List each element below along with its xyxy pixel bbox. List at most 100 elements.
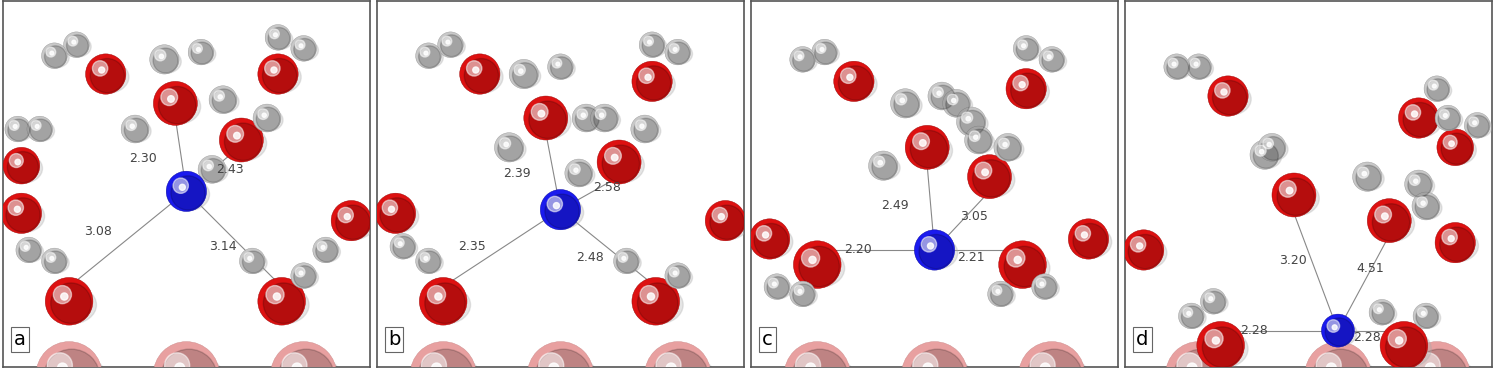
Circle shape [1372, 302, 1393, 324]
Circle shape [1044, 51, 1052, 61]
Circle shape [1326, 363, 1337, 368]
Circle shape [1069, 219, 1109, 259]
Ellipse shape [390, 238, 417, 258]
Circle shape [910, 130, 948, 168]
Circle shape [553, 203, 559, 209]
Circle shape [46, 252, 55, 262]
Circle shape [644, 74, 652, 80]
Circle shape [815, 42, 837, 64]
Ellipse shape [549, 59, 576, 79]
Circle shape [617, 252, 628, 262]
Circle shape [1020, 82, 1026, 88]
Ellipse shape [1197, 330, 1248, 368]
Circle shape [1322, 314, 1354, 347]
Circle shape [789, 281, 815, 307]
Circle shape [591, 104, 619, 132]
Circle shape [1417, 197, 1428, 208]
Circle shape [1389, 330, 1407, 348]
Circle shape [969, 131, 979, 141]
Circle shape [1449, 236, 1455, 242]
Text: 4.51: 4.51 [1356, 262, 1384, 275]
Ellipse shape [1187, 59, 1214, 79]
Ellipse shape [706, 208, 749, 240]
Ellipse shape [167, 178, 209, 210]
Circle shape [161, 349, 217, 368]
Ellipse shape [891, 94, 922, 117]
Ellipse shape [903, 353, 972, 368]
Circle shape [220, 118, 263, 162]
Circle shape [834, 61, 875, 102]
Circle shape [634, 118, 658, 142]
Circle shape [538, 353, 564, 368]
Circle shape [271, 342, 336, 368]
Ellipse shape [1209, 83, 1251, 115]
Circle shape [1030, 353, 1055, 368]
Ellipse shape [1425, 80, 1452, 101]
Circle shape [1073, 223, 1108, 258]
Ellipse shape [632, 286, 683, 324]
Circle shape [419, 46, 441, 68]
Circle shape [576, 107, 599, 131]
Circle shape [61, 293, 67, 300]
Circle shape [640, 286, 658, 304]
Circle shape [27, 116, 52, 142]
Circle shape [274, 293, 281, 300]
Circle shape [1208, 76, 1248, 116]
Circle shape [1416, 353, 1440, 368]
Ellipse shape [1033, 278, 1060, 299]
Ellipse shape [1180, 308, 1206, 328]
Circle shape [438, 32, 463, 57]
Circle shape [244, 252, 254, 262]
Circle shape [637, 66, 671, 100]
Circle shape [3, 147, 40, 184]
Circle shape [1041, 282, 1044, 286]
Circle shape [315, 240, 338, 262]
Text: 2.49: 2.49 [881, 199, 909, 212]
Circle shape [332, 201, 371, 241]
Circle shape [1166, 342, 1232, 368]
Ellipse shape [16, 242, 43, 262]
Circle shape [7, 119, 30, 141]
Circle shape [338, 207, 353, 223]
Circle shape [1410, 175, 1420, 185]
Circle shape [556, 62, 559, 66]
Circle shape [1163, 54, 1190, 79]
Circle shape [1444, 114, 1447, 117]
Circle shape [1357, 167, 1369, 178]
Ellipse shape [1008, 75, 1049, 108]
Circle shape [299, 44, 303, 48]
Circle shape [1189, 57, 1211, 79]
Circle shape [295, 39, 315, 60]
Circle shape [773, 282, 776, 286]
Circle shape [158, 86, 196, 124]
Circle shape [441, 35, 462, 57]
Circle shape [913, 133, 930, 149]
Ellipse shape [42, 253, 69, 273]
Circle shape [161, 89, 178, 106]
Circle shape [919, 139, 925, 146]
Circle shape [383, 200, 398, 215]
Circle shape [248, 256, 251, 260]
Circle shape [622, 256, 626, 260]
Circle shape [49, 51, 54, 55]
Ellipse shape [6, 121, 33, 141]
Circle shape [1428, 79, 1449, 100]
Circle shape [552, 58, 562, 68]
Circle shape [798, 55, 801, 59]
Circle shape [756, 226, 771, 241]
Ellipse shape [1274, 181, 1319, 216]
Circle shape [873, 156, 885, 167]
Circle shape [973, 160, 1011, 197]
Circle shape [36, 124, 39, 128]
Circle shape [1039, 46, 1064, 72]
Circle shape [933, 87, 943, 98]
Circle shape [1465, 113, 1491, 138]
Circle shape [208, 164, 211, 169]
Circle shape [994, 134, 1021, 161]
Circle shape [45, 251, 66, 273]
Ellipse shape [259, 61, 300, 93]
Circle shape [1035, 277, 1057, 298]
Circle shape [604, 148, 622, 164]
Circle shape [193, 43, 202, 53]
Ellipse shape [791, 286, 818, 306]
